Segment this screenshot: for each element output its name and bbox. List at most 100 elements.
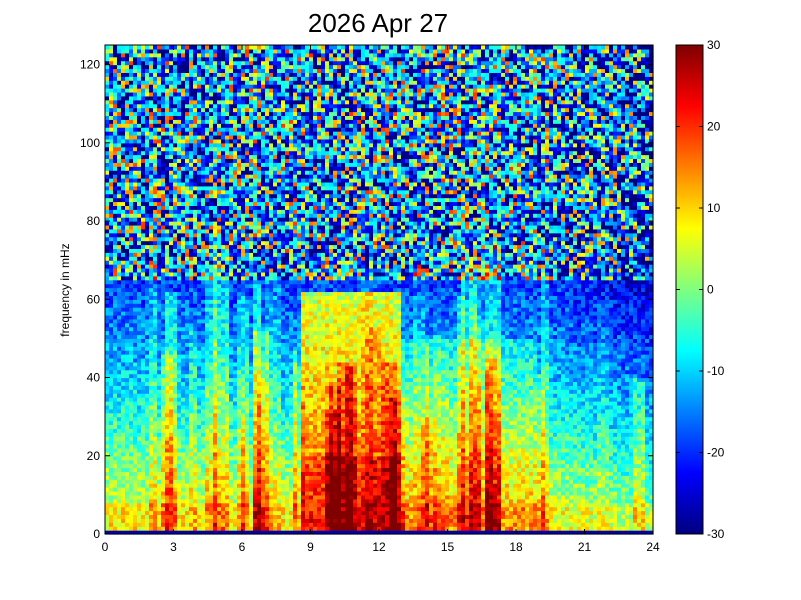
heatmap-cell — [105, 483, 110, 488]
heatmap-cell — [181, 393, 186, 398]
heatmap-cell — [221, 225, 226, 230]
heatmap-cell — [173, 217, 178, 222]
heatmap-cell — [109, 57, 114, 62]
heatmap-cell — [193, 331, 198, 336]
heatmap-cell — [257, 487, 262, 492]
heatmap-cell — [141, 76, 146, 81]
heatmap-cell — [189, 108, 194, 113]
heatmap-cell — [213, 475, 218, 480]
heatmap-cell — [217, 57, 222, 62]
heatmap-cell — [225, 92, 230, 97]
heatmap-cell — [137, 495, 142, 500]
heatmap-cell — [129, 57, 134, 62]
heatmap-cell — [165, 115, 170, 120]
heatmap-cell — [217, 80, 222, 85]
heatmap-cell — [225, 295, 230, 300]
heatmap-cell — [113, 315, 118, 320]
heatmap-cell — [169, 409, 174, 414]
heatmap-cell — [177, 417, 182, 422]
heatmap-cell — [141, 518, 146, 523]
heatmap-cell — [109, 456, 114, 461]
heatmap-cell — [157, 276, 162, 281]
heatmap-cell — [105, 397, 110, 402]
heatmap-cell — [145, 526, 150, 531]
heatmap-cell — [205, 327, 210, 332]
heatmap-cell — [245, 209, 250, 214]
heatmap-cell — [193, 201, 198, 206]
heatmap-cell — [241, 276, 246, 281]
heatmap-cell — [157, 170, 162, 175]
heatmap-cell — [137, 194, 142, 199]
heatmap-cell — [237, 507, 242, 512]
heatmap-cell — [165, 334, 170, 339]
heatmap-cell — [185, 237, 190, 242]
heatmap-cell — [153, 397, 158, 402]
heatmap-cell — [237, 233, 242, 238]
heatmap-cell — [109, 76, 114, 81]
heatmap-cell — [193, 295, 198, 300]
heatmap-cell — [129, 350, 134, 355]
heatmap-cell — [137, 198, 142, 203]
heatmap-cell — [153, 155, 158, 160]
heatmap-cell — [185, 241, 190, 246]
heatmap-cell — [233, 354, 238, 359]
heatmap-cell — [121, 209, 126, 214]
heatmap-cell — [201, 393, 206, 398]
heatmap-cell — [177, 68, 182, 73]
heatmap-cell — [133, 495, 138, 500]
heatmap-cell — [205, 233, 210, 238]
heatmap-cell — [241, 186, 246, 191]
heatmap-cell — [261, 405, 266, 410]
heatmap-cell — [113, 151, 118, 156]
heatmap-cell — [229, 147, 234, 152]
heatmap-cell — [249, 84, 254, 89]
heatmap-cell — [233, 260, 238, 265]
heatmap-cell — [129, 100, 134, 105]
heatmap-cell — [129, 491, 134, 496]
heatmap-cell — [117, 45, 122, 50]
heatmap-cell — [189, 507, 194, 512]
heatmap-cell — [233, 147, 238, 152]
heatmap-cell — [165, 522, 170, 527]
heatmap-cell — [121, 456, 126, 461]
heatmap-cell — [217, 170, 222, 175]
heatmap-cell — [221, 162, 226, 167]
heatmap-cell — [193, 108, 198, 113]
heatmap-cell — [229, 88, 234, 93]
heatmap-cell — [145, 209, 150, 214]
heatmap-cell — [133, 319, 138, 324]
heatmap-cell — [245, 327, 250, 332]
heatmap-cell — [189, 499, 194, 504]
heatmap-cell — [217, 475, 222, 480]
heatmap-cell — [245, 444, 250, 449]
heatmap-cell — [173, 252, 178, 257]
heatmap-cell — [105, 280, 110, 285]
heatmap-cell — [261, 358, 266, 363]
heatmap-cell — [165, 88, 170, 93]
heatmap-cell — [157, 248, 162, 253]
heatmap-cell — [213, 127, 218, 132]
heatmap-cell — [217, 112, 222, 117]
heatmap-cell — [153, 405, 158, 410]
heatmap-cell — [253, 374, 258, 379]
heatmap-cell — [125, 444, 130, 449]
heatmap-cell — [185, 315, 190, 320]
heatmap-cell — [161, 115, 166, 120]
heatmap-cell — [157, 468, 162, 473]
heatmap-cell — [129, 507, 134, 512]
heatmap-cell — [145, 464, 150, 469]
heatmap-cell — [221, 311, 226, 316]
heatmap-cell — [185, 151, 190, 156]
heatmap-cell — [217, 115, 222, 120]
heatmap-cell — [213, 284, 218, 289]
heatmap-cell — [229, 264, 234, 269]
heatmap-cell — [253, 409, 258, 414]
heatmap-cell — [133, 370, 138, 375]
heatmap-cell — [245, 507, 250, 512]
heatmap-cell — [141, 272, 146, 277]
heatmap-cell — [245, 432, 250, 437]
heatmap-cell — [145, 413, 150, 418]
heatmap-cell — [173, 468, 178, 473]
heatmap-cell — [241, 331, 246, 336]
heatmap-cell — [225, 88, 230, 93]
